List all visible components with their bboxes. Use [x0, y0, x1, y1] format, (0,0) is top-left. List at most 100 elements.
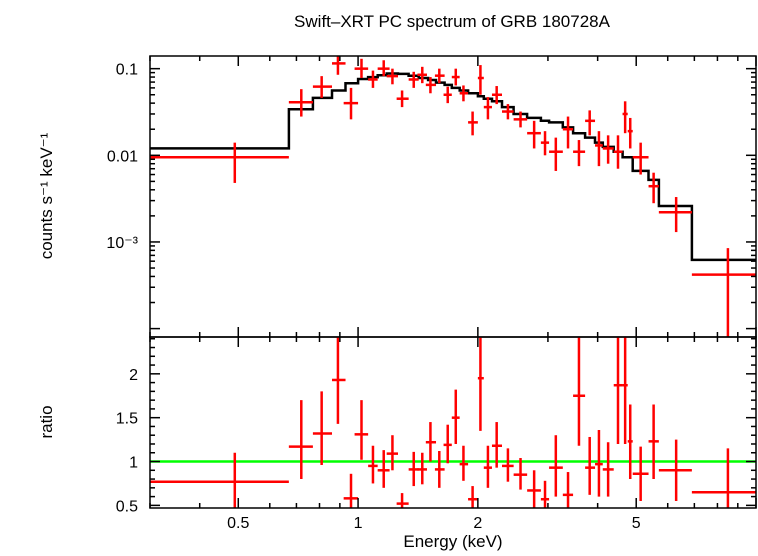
spectrum-point: [386, 68, 399, 85]
spectrum-point: [562, 116, 574, 149]
spectrum-point: [491, 86, 503, 105]
ratio-y-axis-label: ratio: [37, 405, 56, 438]
spectrum-point: [354, 58, 369, 79]
ratio-y-tick-label: 0.5: [116, 498, 138, 515]
ratio-point: [332, 337, 346, 424]
x-tick-label: 1: [354, 515, 363, 532]
ratio-point: [513, 458, 528, 490]
ratio-data-layer: [150, 337, 756, 508]
ratio-point: [343, 473, 359, 508]
ratio-point: [648, 404, 659, 480]
spectrum-point: [443, 86, 452, 104]
spectrum-point: [549, 137, 563, 171]
ratio-y-tick-label: 1.5: [116, 411, 138, 428]
ratio-point: [288, 400, 313, 480]
spectrum-panel: 0.1 0.01 10⁻³ counts s⁻¹ keV⁻¹: [37, 55, 757, 338]
spectrum-point: [585, 110, 596, 136]
ratio-point: [549, 435, 563, 497]
ratio-point: [585, 436, 596, 495]
spectrum-y-axis-label: counts s⁻¹ keV⁻¹: [37, 132, 56, 259]
ratio-point: [451, 389, 460, 444]
spectrum-point: [288, 89, 313, 117]
ratio-point: [459, 445, 469, 481]
ratio-point: [417, 452, 427, 485]
spectrum-point: [483, 97, 492, 120]
ratio-point: [562, 472, 574, 508]
ratio-point: [368, 445, 378, 484]
spectrum-point: [343, 87, 359, 120]
ratio-y-tick-label: 2: [129, 367, 138, 384]
spectrum-point: [627, 117, 633, 149]
ratio-point: [443, 424, 452, 464]
x-tick-label: 0.5: [227, 515, 249, 532]
ratio-frame: [149, 336, 757, 509]
spectrum-point: [573, 140, 586, 167]
spectrum-point: [658, 197, 692, 233]
ratio-point: [396, 493, 409, 508]
chart-title: Swift–XRT PC spectrum of GRB 180728A: [294, 12, 611, 31]
x-tick-label: 2: [473, 515, 482, 532]
model-line: [150, 72, 756, 262]
spectrum-point: [540, 131, 550, 156]
ratio-point: [613, 337, 623, 444]
ratio-point: [425, 422, 437, 462]
spectrum-point: [691, 248, 756, 337]
spectrum-y-tick-label: 0.01: [107, 148, 138, 165]
x-tick-label: 5: [632, 515, 641, 532]
spectrum-point: [312, 76, 333, 98]
spectrum-point: [622, 101, 628, 134]
spectrum-point: [477, 65, 484, 95]
ratio-point: [312, 391, 333, 466]
spectrum-point: [377, 60, 390, 77]
spectrum-point: [527, 120, 541, 149]
spectrum-point: [602, 135, 614, 164]
ratio-point: [434, 451, 445, 488]
spectrum-point: [425, 77, 437, 94]
spectrum-point: [434, 68, 445, 84]
ratio-point: [627, 404, 633, 480]
spectrum-frame: [149, 55, 757, 338]
spectrum-point: [648, 172, 659, 204]
spectrum-point: [396, 90, 409, 108]
ratio-point: [483, 445, 492, 488]
spectrum-point: [408, 71, 419, 88]
spectrum-point: [150, 142, 289, 183]
ratio-point: [377, 450, 390, 488]
ratio-point: [408, 451, 419, 487]
ratio-point: [602, 442, 614, 497]
spectrum-data-layer: [150, 56, 756, 337]
spectrum-model-layer: [150, 72, 756, 262]
spectrum-point: [451, 68, 460, 86]
spectrum-tick-labels: 0.1 0.01 10⁻³: [106, 62, 138, 252]
ratio-point: [150, 452, 289, 508]
ratio-point: [632, 446, 649, 501]
ratio-y-tick-label: 1: [129, 455, 138, 472]
ratio-point: [354, 400, 369, 460]
spectrum-point: [513, 111, 528, 128]
spectrum-point: [459, 85, 469, 102]
ratio-point: [477, 337, 484, 431]
ratio-point: [691, 448, 756, 508]
ratio-point: [658, 439, 692, 501]
ratio-point: [540, 480, 550, 508]
spectrum-point: [632, 142, 649, 175]
ratio-tick-labels: 0.5 1 1.5 2 0.5 1 2 5: [116, 367, 641, 532]
spectrum-y-tick-label: 10⁻³: [106, 235, 138, 252]
ratio-point: [386, 435, 399, 471]
ratio-point: [502, 448, 514, 482]
spectrum-point: [368, 70, 378, 88]
spectrum-y-tick-label: 0.1: [116, 62, 138, 79]
spectrum-point: [468, 111, 478, 136]
spectrum-point: [595, 131, 603, 167]
x-axis-label: Energy (keV): [403, 532, 502, 551]
spectrum-axis-ticks: [149, 56, 757, 337]
spectrum-point: [613, 135, 623, 169]
ratio-point: [622, 337, 628, 444]
ratio-point: [491, 422, 503, 468]
ratio-point: [527, 470, 541, 508]
ratio-point: [573, 337, 586, 446]
spectrum-point: [502, 104, 514, 120]
spectrum-point: [332, 56, 346, 75]
ratio-panel: 0.5 1 1.5 2 0.5 1 2 5 ratio: [37, 336, 757, 532]
